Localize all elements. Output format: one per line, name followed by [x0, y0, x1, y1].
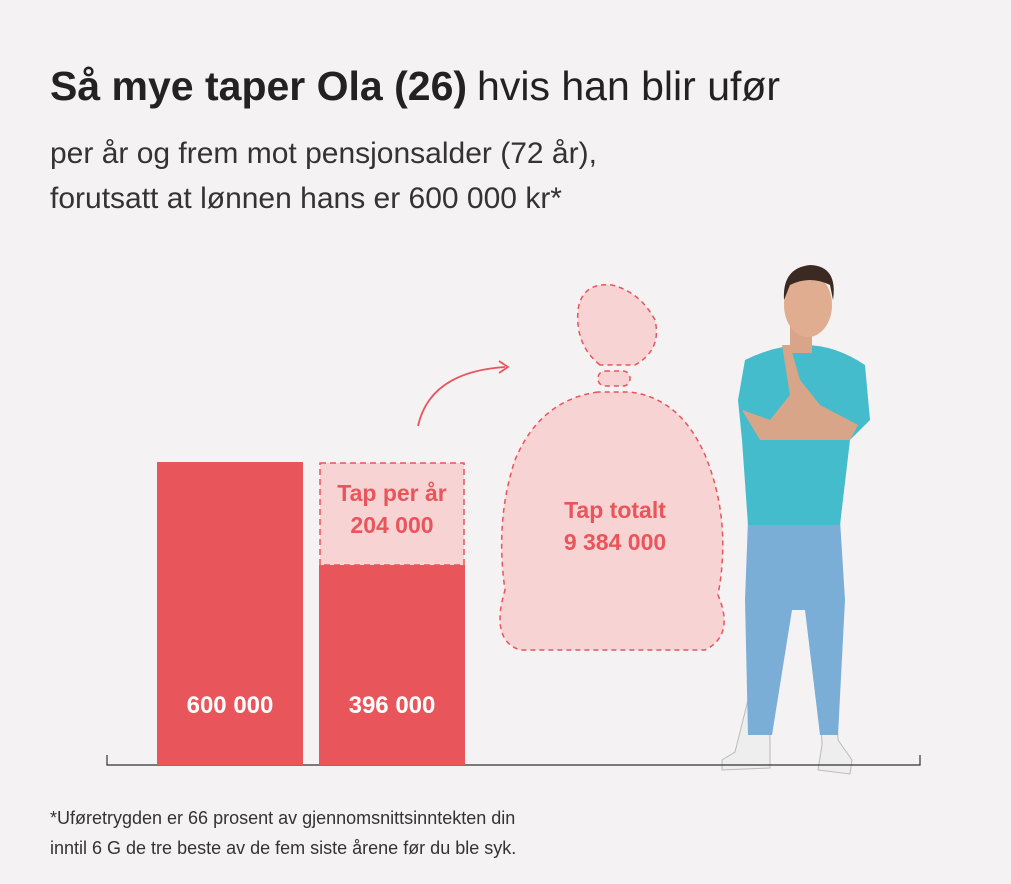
total-loss-bag: [499, 283, 725, 651]
bag-top: [576, 283, 658, 366]
bar-value-label: 600 000: [187, 692, 274, 719]
subtitle: per år og frem mot pensjonsalder (72 år)…: [50, 137, 597, 170]
chart-title: Så mye taper Ola (26) hvis han blir ufør: [50, 63, 780, 109]
loss-label: Tap per år: [337, 480, 447, 506]
loss-bar: [319, 462, 465, 566]
baseline: [106, 755, 921, 766]
bar: [319, 565, 465, 765]
loss-value-label: 204 000: [350, 512, 433, 538]
bag-body: [499, 391, 725, 651]
total-loss-value-label: 9 384 000: [564, 529, 666, 555]
arrow-head: [498, 360, 510, 374]
bag-knot: [597, 370, 631, 387]
bar: [157, 462, 303, 765]
bar-value-label: 396 000: [349, 692, 436, 719]
title-bold: Så mye taper Ola (26): [50, 63, 467, 109]
title-regular: hvis han blir ufør: [477, 63, 780, 109]
arrow: [417, 366, 506, 427]
total-loss-label: Tap totalt: [564, 497, 666, 523]
footnote: *Uføretrygden er 66 prosent av gjennomsn…: [50, 808, 515, 828]
person: [721, 265, 870, 775]
footnote: inntil 6 G de tre beste av de fem siste …: [50, 838, 516, 858]
subtitle: forutsatt at lønnen hans er 600 000 kr*: [50, 182, 562, 215]
